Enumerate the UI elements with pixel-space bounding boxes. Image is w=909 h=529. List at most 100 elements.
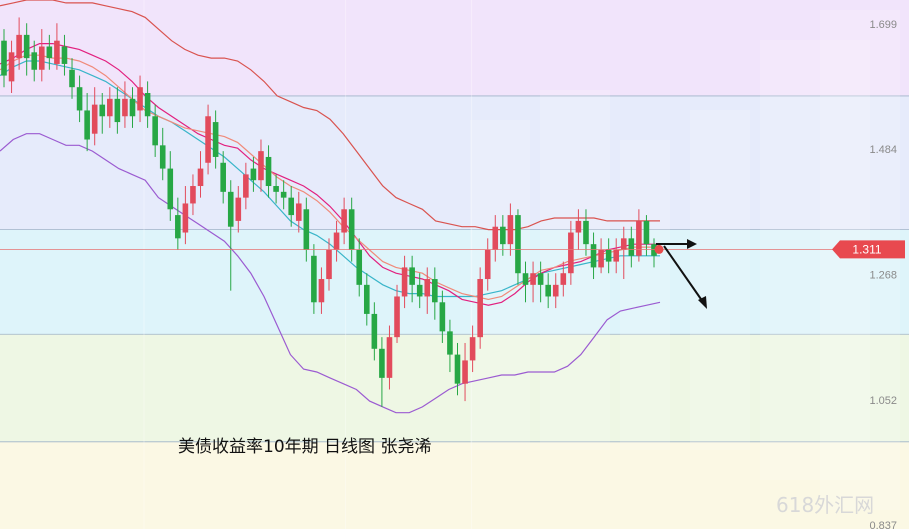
zone-band-2: [0, 229, 909, 335]
candle-body-84: [636, 220, 642, 256]
candle-body-12: [91, 104, 98, 134]
candle-body-58: [439, 302, 446, 332]
candle-body-70: [530, 273, 536, 285]
y-tick-label-1: 1.484: [869, 144, 897, 156]
current-price-dot: [654, 244, 664, 254]
indicator-lines: [0, 0, 661, 414]
candle-body-81: [613, 249, 620, 262]
candle-body-26: [197, 168, 204, 187]
candle-body-64: [484, 249, 491, 280]
candle-body-2: [16, 34, 22, 59]
forecast-arrow-down: [663, 245, 704, 303]
candle-body-56: [424, 279, 431, 297]
candle-body-34: [258, 151, 264, 181]
ma-line-4: [0, 54, 660, 301]
candle-body-80: [605, 249, 612, 262]
candle-body-0: [1, 40, 7, 76]
deco-block-4: [760, 40, 870, 480]
candle-body-9: [69, 69, 75, 88]
candle-body-42: [318, 279, 325, 303]
candle-body-86: [651, 244, 657, 256]
candle-body-21: [159, 145, 166, 169]
candle-body-37: [280, 191, 287, 198]
candle-body-3: [23, 34, 30, 59]
candle-body-7: [54, 40, 60, 64]
candle-body-82: [620, 238, 627, 250]
candle-body-17: [129, 98, 136, 117]
deco-block-1: [540, 90, 610, 450]
candle-body-14: [107, 98, 113, 117]
candle-body-27: [205, 116, 211, 163]
y-tick-label-3: 1.052: [869, 395, 897, 407]
forecast-arrowhead-down: [698, 296, 707, 309]
candle-body-13: [99, 104, 106, 117]
candle-body-43: [326, 249, 332, 280]
boll-mid-line-1: [0, 60, 660, 298]
candle-body-65: [492, 226, 499, 250]
current-price-tag: 1.311: [0, 240, 905, 259]
current-price-label: 1.311: [852, 242, 881, 256]
candle-body-76: [575, 220, 582, 233]
chart-caption: 美债收益率10年期 日线图 张尧浠: [178, 437, 431, 457]
y-tick-label-2: 1.268: [869, 269, 897, 281]
candle-body-68: [515, 215, 521, 274]
candle-body-1: [8, 52, 15, 82]
candle-body-51: [386, 337, 393, 378]
boll-upper-line-0: [0, 0, 660, 231]
candle-body-73: [552, 284, 559, 297]
candle-body-45: [341, 209, 347, 233]
candle-body-22: [167, 168, 174, 210]
candle-body-83: [628, 238, 635, 256]
candle-body-62: [469, 337, 476, 361]
candle-body-20: [152, 116, 158, 146]
candle-body-31: [235, 197, 242, 221]
forecast-arrowhead-sideways: [687, 239, 697, 249]
candle-body-29: [220, 162, 226, 192]
candle-body-38: [288, 197, 295, 216]
candle-body-40: [303, 209, 310, 250]
candle-body-74: [560, 273, 567, 285]
candle-body-75: [568, 232, 574, 274]
candlestick-series: [1, 17, 657, 407]
candle-body-36: [273, 186, 279, 192]
zone-band-4: [0, 441, 909, 529]
candle-body-4: [31, 52, 38, 70]
candle-body-30: [227, 191, 234, 227]
candle-body-46: [348, 209, 355, 250]
candle-body-10: [76, 87, 83, 111]
y-axis-ticks: 1.699 1.484 1.268 1.052 0.837: [869, 19, 897, 529]
candle-body-79: [598, 249, 604, 268]
y-tick-label-0: 1.699: [869, 19, 897, 31]
candle-body-57: [432, 279, 438, 303]
candle-body-53: [401, 267, 408, 297]
candle-body-6: [46, 46, 53, 59]
ma-line-3: [0, 42, 660, 306]
candle-body-32: [243, 174, 249, 198]
candle-body-25: [190, 186, 196, 204]
current-price-badge: [832, 240, 905, 259]
deco-block-3: [690, 110, 750, 450]
candle-body-23: [175, 215, 181, 239]
y-tick-label-4: 0.837: [869, 520, 897, 529]
zone-band-3: [0, 334, 909, 442]
forecast-arrows: [656, 239, 707, 309]
candle-body-52: [394, 296, 400, 338]
candle-body-69: [522, 273, 529, 285]
candle-body-55: [416, 284, 423, 297]
candle-body-60: [454, 354, 461, 384]
candle-body-71: [537, 273, 544, 285]
candle-body-47: [356, 249, 363, 285]
candle-body-35: [265, 156, 272, 187]
candle-body-66: [500, 226, 506, 245]
candle-body-5: [38, 46, 45, 70]
deco-block-2: [620, 140, 670, 450]
deco-block-5: [820, 10, 900, 510]
candle-body-39: [295, 203, 302, 221]
candle-body-48: [363, 284, 370, 314]
candle-body-19: [144, 93, 151, 117]
candle-body-18: [137, 87, 143, 111]
candle-body-44: [333, 232, 340, 250]
candle-body-54: [409, 267, 415, 285]
